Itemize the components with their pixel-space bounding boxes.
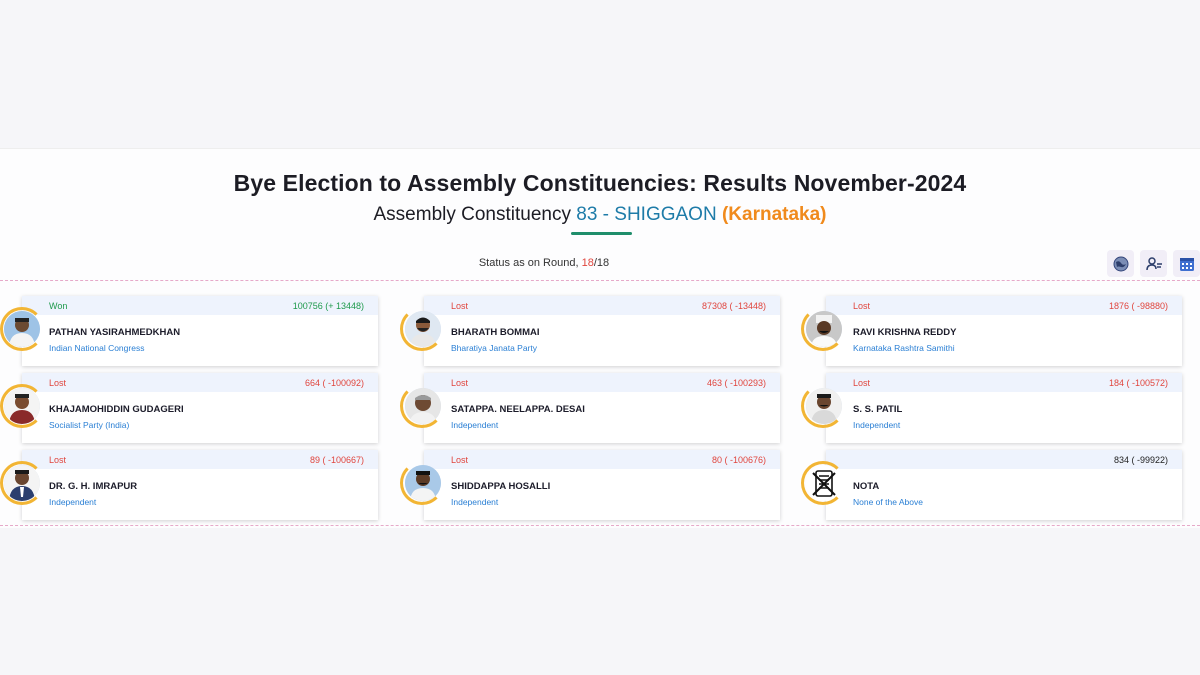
result-label: Lost — [49, 378, 67, 388]
view-toolbar — [1107, 250, 1200, 277]
constituency-name: 83 - SHIGGAON — [576, 204, 717, 225]
subtitle-prefix: Assembly Constituency — [373, 204, 571, 225]
vote-count: 664 ( -100092) — [304, 378, 364, 388]
party-name: Socialist Party (India) — [49, 420, 130, 430]
result-label: Lost — [451, 455, 469, 465]
candidate-photo — [405, 311, 441, 347]
card-header: Lost 80 ( -100676) — [424, 450, 780, 469]
candidate-name: BHARATH BOMMAI — [451, 327, 540, 338]
result-label: Won — [49, 301, 68, 311]
candidate-name: RAVI KRISHNA REDDY — [853, 327, 957, 338]
candidate-name: SHIDDAPPA HOSALLI — [451, 481, 551, 492]
candidate-name: KHAJAMOHIDDIN GUDAGERI — [49, 404, 184, 415]
result-label: Lost — [451, 378, 469, 388]
party-name: Independent — [853, 420, 901, 430]
globe-icon[interactable] — [1107, 250, 1134, 277]
vote-count: 100756 (+ 13448) — [292, 301, 364, 311]
status-label: Status as on Round, — [478, 257, 579, 269]
candidate-name: NOTA — [853, 481, 880, 492]
candidate-photo — [405, 465, 441, 501]
result-label: Lost — [49, 455, 67, 465]
candidate-card[interactable]: Lost 89 ( -100667) DR. G. H. IMRAPUR Ind… — [22, 450, 378, 520]
result-label: Lost — [451, 301, 469, 311]
avatar-ring — [801, 461, 845, 505]
party-name: None of the Above — [853, 497, 923, 507]
candidate-card[interactable]: Won 100756 (+ 13448) PATHAN YASIRAHMEDKH… — [22, 296, 378, 366]
candidate-card[interactable]: Lost 184 ( -100572) S. S. PATIL Independ… — [826, 373, 1182, 443]
vote-count: 87308 ( -13448) — [701, 301, 766, 311]
card-header: Won 100756 (+ 13448) — [22, 296, 378, 315]
candidate-name: S. S. PATIL — [853, 404, 903, 415]
card-header: Lost 87308 ( -13448) — [424, 296, 780, 315]
page-title: Bye Election to Assembly Constituencies:… — [233, 170, 967, 196]
candidate-card[interactable]: Lost 1876 ( -98880) RAVI KRISHNA REDDY K… — [826, 296, 1182, 366]
avatar-ring — [400, 307, 444, 351]
card-header: Lost 184 ( -100572) — [826, 373, 1182, 392]
card-header: Lost 89 ( -100667) — [22, 450, 378, 469]
candidate-photo — [4, 465, 40, 501]
vote-count: 1876 ( -98880) — [1108, 301, 1168, 311]
vote-count: 463 ( -100293) — [706, 378, 766, 388]
candidate-photo — [405, 388, 441, 424]
vote-count: 80 ( -100676) — [711, 455, 766, 465]
card-header: 834 ( -99922) — [826, 450, 1182, 469]
avatar-ring — [0, 461, 44, 505]
result-label: Lost — [853, 301, 871, 311]
candidate-card[interactable]: Lost 87308 ( -13448) BHARATH BOMMAI Bhar… — [424, 296, 780, 366]
candidate-name: DR. G. H. IMRAPUR — [49, 481, 138, 492]
divider-bottom — [0, 525, 1200, 526]
round-status: Status as on Round, 18/18 — [0, 257, 1088, 269]
party-name: Karnataka Rashtra Samithi — [853, 343, 955, 353]
result-label: Lost — [853, 378, 871, 388]
card-header: Lost 463 ( -100293) — [424, 373, 780, 392]
title-underline — [571, 232, 632, 235]
card-header: Lost 664 ( -100092) — [22, 373, 378, 392]
nota-icon — [806, 465, 842, 501]
candidate-card[interactable]: 834 ( -99922) NOTA None of the Above — [826, 450, 1182, 520]
candidate-photo — [4, 388, 40, 424]
divider-top — [0, 280, 1200, 281]
party-name: Independent — [451, 420, 499, 430]
candidate-card[interactable]: Lost 463 ( -100293) SATAPPA. NEELAPPA. D… — [424, 373, 780, 443]
avatar-ring — [400, 461, 444, 505]
current-round: 18 — [581, 257, 594, 269]
candidate-photo — [806, 388, 842, 424]
calendar-icon[interactable] — [1173, 250, 1200, 277]
avatar-ring — [400, 384, 444, 428]
card-header: Lost 1876 ( -98880) — [826, 296, 1182, 315]
avatar-ring — [0, 307, 44, 351]
candidate-photo — [806, 311, 842, 347]
candidate-list-icon[interactable] — [1140, 250, 1167, 277]
avatar-ring — [801, 384, 845, 428]
party-name: Bharatiya Janata Party — [451, 343, 537, 353]
avatar-ring — [0, 384, 44, 428]
page-subtitle: Assembly Constituency 83 - SHIGGAON (Kar… — [0, 204, 1200, 226]
party-name: Indian National Congress — [49, 343, 145, 353]
party-name: Independent — [49, 497, 97, 507]
vote-count: 89 ( -100667) — [309, 455, 364, 465]
state-name: (Karnataka) — [721, 204, 827, 225]
vote-count: 834 ( -99922) — [1113, 455, 1168, 465]
candidate-card[interactable]: Lost 664 ( -100092) KHAJAMOHIDDIN GUDAGE… — [22, 373, 378, 443]
avatar-ring — [801, 307, 845, 351]
party-name: Independent — [451, 497, 499, 507]
candidate-name: PATHAN YASIRAHMEDKHAN — [49, 327, 181, 338]
candidate-card[interactable]: Lost 80 ( -100676) SHIDDAPPA HOSALLI Ind… — [424, 450, 780, 520]
vote-count: 184 ( -100572) — [1108, 378, 1168, 388]
candidate-photo — [4, 311, 40, 347]
candidate-name: SATAPPA. NEELAPPA. DESAI — [451, 404, 585, 415]
total-rounds: /18 — [593, 257, 610, 269]
